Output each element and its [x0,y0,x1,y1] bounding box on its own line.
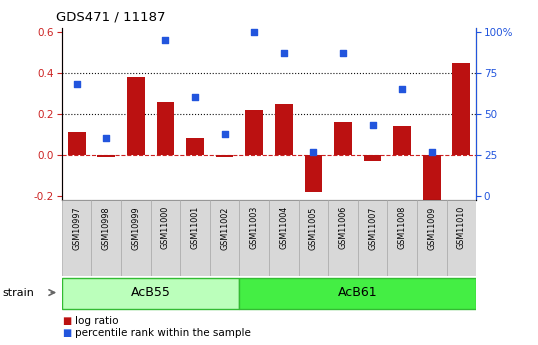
Point [161,37,169,43]
Bar [127,77,145,155]
Text: AcB55: AcB55 [131,286,171,299]
Point [398,87,406,92]
Text: GSM11000: GSM11000 [161,206,170,249]
Text: GSM10998: GSM10998 [102,206,111,250]
Bar [328,200,358,276]
Text: GSM11001: GSM11001 [190,206,200,249]
Text: GSM10999: GSM10999 [131,206,140,250]
Bar [216,155,233,157]
Bar [358,200,387,276]
Point [457,21,465,26]
Point [250,29,258,34]
Bar [452,62,470,155]
Bar [91,200,121,276]
Point [309,149,317,155]
Text: GSM11009: GSM11009 [427,206,436,249]
Text: percentile rank within the sample: percentile rank within the sample [75,328,251,338]
Point [220,131,229,136]
Text: GSM11006: GSM11006 [338,206,348,249]
Text: GDS471 / 11187: GDS471 / 11187 [56,10,166,23]
Point [131,18,140,23]
Bar [68,132,86,155]
Text: GSM11003: GSM11003 [250,206,259,249]
Bar [275,104,293,155]
Bar [62,278,239,309]
Bar [97,155,115,157]
Point [427,149,436,155]
Point [279,50,288,56]
Point [72,81,81,87]
Bar [151,200,180,276]
Text: log ratio: log ratio [75,316,119,326]
Bar [334,122,352,155]
Bar [186,138,204,155]
Point [338,50,347,56]
Bar [417,200,447,276]
Bar [210,200,239,276]
Bar [157,101,174,155]
Bar [387,200,417,276]
Point [190,95,199,100]
Bar [245,110,263,155]
Bar [180,200,210,276]
Text: ■: ■ [62,316,71,326]
Bar [447,200,476,276]
Text: GSM10997: GSM10997 [72,206,81,250]
Text: GSM11002: GSM11002 [220,206,229,249]
Text: GSM11007: GSM11007 [368,206,377,249]
Point [102,136,110,141]
Text: GSM11004: GSM11004 [279,206,288,249]
Text: GSM11005: GSM11005 [309,206,318,249]
Bar [269,200,299,276]
Bar [239,278,476,309]
Text: GSM11008: GSM11008 [398,206,407,249]
Point [368,122,377,128]
Text: GSM11010: GSM11010 [457,206,466,249]
Bar [299,200,328,276]
Text: AcB61: AcB61 [338,286,378,299]
Bar [239,200,269,276]
Text: strain: strain [3,288,34,297]
Bar [393,126,411,155]
Bar [364,155,381,161]
Text: ■: ■ [62,328,71,338]
Bar [121,200,151,276]
Bar [62,200,91,276]
Bar [305,155,322,192]
Bar [423,155,441,200]
